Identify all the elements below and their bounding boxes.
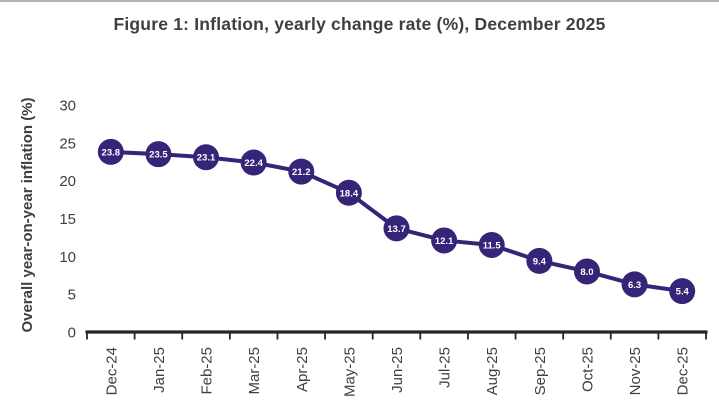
data-point-label: 8.0 — [580, 267, 593, 278]
chart-title: Figure 1: Inflation, yearly change rate … — [113, 14, 606, 34]
data-point-label: 21.2 — [292, 167, 311, 178]
y-tick-label: 15 — [59, 211, 76, 228]
data-point-marker — [573, 258, 600, 285]
data-point-marker — [383, 215, 410, 242]
x-tick-label: Oct-25 — [579, 347, 596, 392]
y-tick-label: 0 — [68, 325, 76, 342]
data-point-marker — [97, 138, 124, 165]
data-point-label: 12.1 — [435, 236, 454, 247]
data-point-label: 23.1 — [197, 153, 216, 164]
y-tick-label: 10 — [59, 249, 76, 266]
y-tick-label: 25 — [59, 135, 76, 152]
data-point-label: 23.5 — [149, 150, 168, 161]
y-tick-label: 30 — [59, 98, 76, 115]
data-point-marker — [431, 227, 458, 254]
data-point-label: 22.4 — [244, 158, 263, 169]
x-tick-label: Dec-24 — [103, 347, 120, 395]
x-tick-label: Mar-25 — [246, 347, 263, 395]
data-point-marker — [478, 231, 505, 258]
data-point-marker — [145, 141, 172, 168]
x-tick-label: Feb-25 — [199, 347, 216, 395]
x-tick-label: Apr-25 — [294, 347, 311, 392]
data-point-marker — [669, 278, 696, 305]
data-point-label: 18.4 — [340, 188, 359, 199]
x-tick-label: Jun-25 — [389, 347, 406, 393]
data-point-marker — [621, 271, 648, 298]
y-tick-label: 5 — [68, 287, 76, 304]
data-point-label: 13.7 — [387, 224, 406, 235]
data-point-label: 23.8 — [102, 147, 121, 158]
x-tick-label: Nov-25 — [627, 347, 644, 395]
x-tick-label: May-25 — [341, 347, 358, 397]
x-tick-label: Jan-25 — [151, 347, 168, 393]
data-point-label: 6.3 — [628, 280, 641, 291]
x-tick-label: Sep-25 — [532, 347, 549, 395]
data-point-marker — [240, 149, 267, 176]
data-point-marker — [288, 158, 315, 185]
y-tick-label: 20 — [59, 173, 76, 190]
data-point-label: 9.4 — [533, 256, 547, 267]
x-tick-label: Jul-25 — [437, 347, 454, 388]
data-point-marker — [526, 247, 553, 274]
x-tick-label: Aug-25 — [484, 347, 501, 395]
data-point-marker — [193, 144, 220, 171]
data-point-marker — [335, 179, 362, 206]
data-point-label: 5.4 — [676, 287, 690, 298]
data-point-label: 11.5 — [483, 240, 502, 251]
x-tick-label: Dec-25 — [675, 347, 692, 395]
